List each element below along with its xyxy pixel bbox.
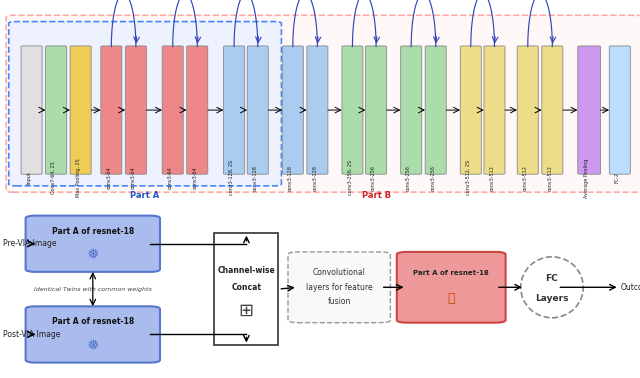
FancyBboxPatch shape: [460, 46, 481, 174]
Text: Pre-VIA Image: Pre-VIA Image: [3, 239, 57, 248]
Text: conv3-64: conv3-64: [168, 166, 173, 189]
Text: Concat: Concat: [232, 283, 261, 292]
Text: conv3-512: conv3-512: [490, 165, 495, 191]
Text: conv3-128, 2S: conv3-128, 2S: [229, 160, 234, 195]
Text: layers for feature: layers for feature: [306, 283, 372, 292]
Text: conv3-64: conv3-64: [192, 166, 197, 189]
Text: 🔥: 🔥: [447, 292, 455, 305]
Text: Outcome: Outcome: [621, 283, 640, 292]
FancyBboxPatch shape: [6, 15, 640, 192]
FancyBboxPatch shape: [425, 46, 446, 174]
Text: conv3-64: conv3-64: [106, 166, 111, 189]
Text: Post-VIA Image: Post-VIA Image: [3, 330, 61, 339]
Text: conv3-128: conv3-128: [288, 165, 293, 191]
FancyBboxPatch shape: [101, 46, 122, 174]
FancyBboxPatch shape: [484, 46, 505, 174]
Text: conv3-256: conv3-256: [371, 165, 376, 191]
FancyBboxPatch shape: [609, 46, 630, 174]
FancyBboxPatch shape: [282, 46, 303, 174]
Text: Convolutional: Convolutional: [313, 268, 365, 277]
FancyBboxPatch shape: [365, 46, 387, 174]
Text: ❅: ❅: [86, 338, 99, 353]
Text: Input: Input: [27, 171, 31, 184]
Text: fusion: fusion: [328, 297, 351, 306]
Text: conv3-512: conv3-512: [523, 165, 528, 191]
FancyBboxPatch shape: [9, 22, 282, 186]
FancyBboxPatch shape: [26, 215, 160, 272]
FancyBboxPatch shape: [223, 46, 244, 174]
FancyBboxPatch shape: [26, 306, 160, 363]
Text: ⊞: ⊞: [239, 302, 254, 320]
Ellipse shape: [521, 257, 583, 318]
FancyBboxPatch shape: [162, 46, 183, 174]
Text: Conv7-64, 2S: Conv7-64, 2S: [51, 161, 56, 194]
FancyBboxPatch shape: [578, 46, 600, 174]
FancyBboxPatch shape: [45, 46, 67, 174]
FancyBboxPatch shape: [247, 46, 268, 174]
FancyBboxPatch shape: [307, 46, 328, 174]
FancyBboxPatch shape: [288, 252, 390, 323]
Text: FC: FC: [546, 274, 558, 283]
Text: Part A of resnet-18: Part A of resnet-18: [52, 226, 134, 235]
Text: conv3-64: conv3-64: [131, 166, 136, 189]
Text: FC-2: FC-2: [615, 172, 620, 183]
FancyBboxPatch shape: [517, 46, 538, 174]
FancyBboxPatch shape: [70, 46, 91, 174]
Text: conv3-128: conv3-128: [312, 165, 317, 191]
Text: Part A: Part A: [131, 191, 160, 200]
Text: conv3-128: conv3-128: [253, 165, 258, 191]
Text: Part A of resnet-18: Part A of resnet-18: [52, 317, 134, 326]
Text: Part A of resnet-18: Part A of resnet-18: [413, 270, 489, 276]
Text: Channel-wise: Channel-wise: [218, 266, 275, 276]
FancyBboxPatch shape: [21, 46, 42, 174]
FancyBboxPatch shape: [401, 46, 422, 174]
Text: Layers: Layers: [535, 294, 569, 303]
Text: conv3-512: conv3-512: [547, 165, 552, 191]
Text: conv3-256, 2S: conv3-256, 2S: [348, 160, 353, 195]
Text: conv3-256: conv3-256: [406, 165, 411, 191]
Text: Average Pooling: Average Pooling: [584, 158, 589, 198]
FancyBboxPatch shape: [187, 46, 208, 174]
FancyBboxPatch shape: [542, 46, 563, 174]
Text: Identical Twins with common weights: Identical Twins with common weights: [34, 287, 152, 291]
FancyBboxPatch shape: [397, 252, 506, 323]
Text: ❅: ❅: [86, 247, 99, 262]
FancyBboxPatch shape: [342, 46, 363, 174]
FancyBboxPatch shape: [214, 233, 278, 345]
Text: conv3-256: conv3-256: [431, 165, 436, 191]
Text: conv3-512, 2S: conv3-512, 2S: [466, 160, 471, 195]
FancyBboxPatch shape: [125, 46, 147, 174]
Text: Part B: Part B: [362, 191, 392, 200]
Text: Max Pooling, 2S: Max Pooling, 2S: [76, 158, 81, 197]
